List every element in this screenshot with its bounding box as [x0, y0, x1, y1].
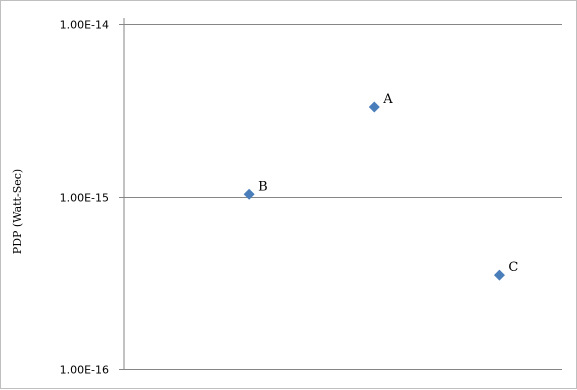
data-point-b	[243, 188, 255, 200]
point-label-b: B	[258, 179, 268, 194]
y-axis-title: PDP (Watt-Sec)	[11, 169, 24, 254]
point-label-c: C	[508, 260, 518, 275]
gridlines	[119, 24, 562, 370]
point-label-a: A	[382, 92, 393, 107]
y-tick-label: 1.00E-16	[60, 364, 109, 377]
data-points: A B C	[243, 92, 518, 281]
data-point-a	[368, 101, 380, 113]
y-tick-label: 1.00E-15	[60, 192, 109, 205]
y-tick-label: 1.00E-14	[60, 19, 109, 32]
data-point-c	[493, 269, 505, 281]
y-tick-labels: 1.00E-14 1.00E-15 1.00E-16	[60, 19, 109, 377]
